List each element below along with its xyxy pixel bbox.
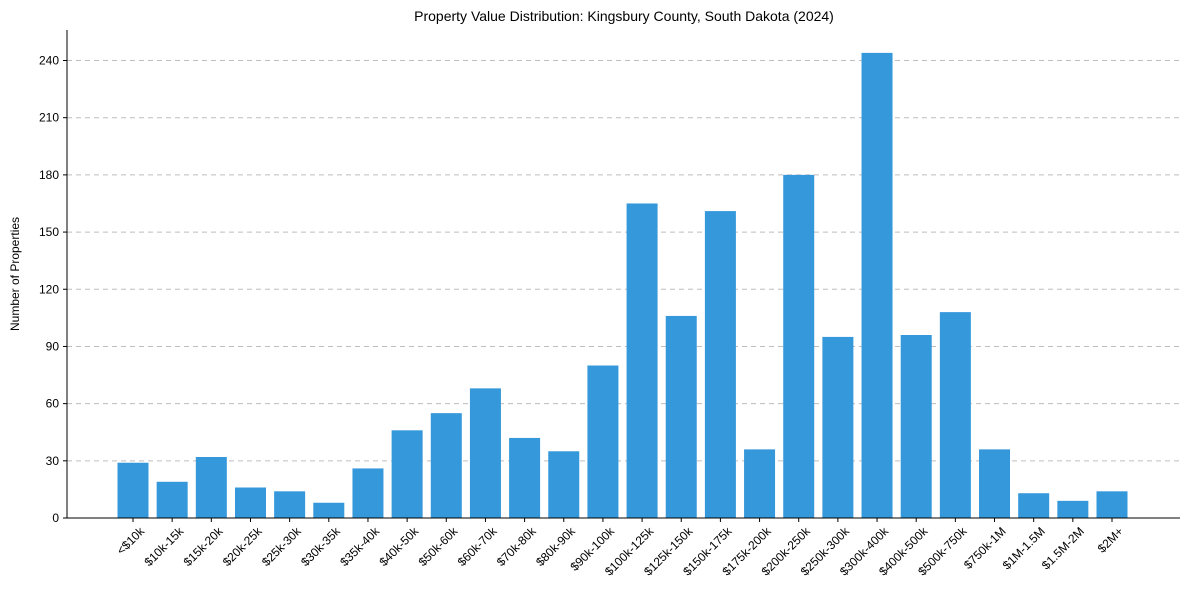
bar [509,437,541,518]
x-tick-label: $40k-50k [376,524,422,570]
bar [822,336,854,518]
y-tick-label: 240 [39,54,59,68]
bar [587,365,619,518]
bar [744,449,776,518]
bar [900,335,932,518]
x-tick-label: $25k-30k [259,524,305,570]
y-tick-label: 180 [39,168,59,182]
bar [704,211,736,518]
bar [665,315,697,518]
x-tick-label: $30k-35k [298,524,344,570]
x-tick-label: <$10k [114,524,148,558]
y-tick-label: 210 [39,111,59,125]
axes [63,30,1180,522]
y-tick-label: 120 [39,282,59,296]
bar [234,487,266,518]
bar [352,468,384,518]
bar [1057,500,1089,518]
x-tick-label: $1.5M-2M [1039,524,1087,572]
bar [195,457,227,518]
bar [1018,493,1050,518]
bar [391,430,423,518]
chart-title: Property Value Distribution: Kingsbury C… [414,8,834,24]
y-axis-title: Number of Properties [8,217,22,331]
x-tick-label: $2M+ [1095,524,1126,555]
gridlines [67,60,1180,462]
y-tick-labels: 0 30 60 90 120 150 180 210 240 [39,54,59,526]
bar [979,449,1011,518]
x-tick-label: $35k-40k [337,524,383,570]
bars [117,52,1128,518]
bar [1096,491,1128,518]
x-tick-labels: <$10k$10k-15k$15k-20k$20k-25k$25k-30k$30… [114,524,1126,579]
bar [117,462,149,518]
y-tick-label: 90 [46,339,60,353]
bar [861,52,893,518]
x-tick-label: $15k-20k [181,524,227,570]
bar [783,174,815,518]
bar [274,491,306,518]
x-tick-label: $70k-80k [494,524,540,570]
bar [939,312,971,518]
bar [313,502,345,518]
bar [626,203,658,518]
bar [548,451,580,518]
x-tick-label: $50k-60k [416,524,462,570]
y-tick-label: 150 [39,225,59,239]
y-tick-label: 30 [46,454,60,468]
y-tick-label: 0 [52,511,59,525]
x-tick-label: $60k-70k [455,524,501,570]
bar [156,481,188,518]
x-tick-label: $10k-15k [141,524,187,570]
bar [430,413,462,518]
x-tick-label: $20k-25k [220,524,266,570]
bar [469,388,501,518]
y-tick-label: 60 [46,397,60,411]
